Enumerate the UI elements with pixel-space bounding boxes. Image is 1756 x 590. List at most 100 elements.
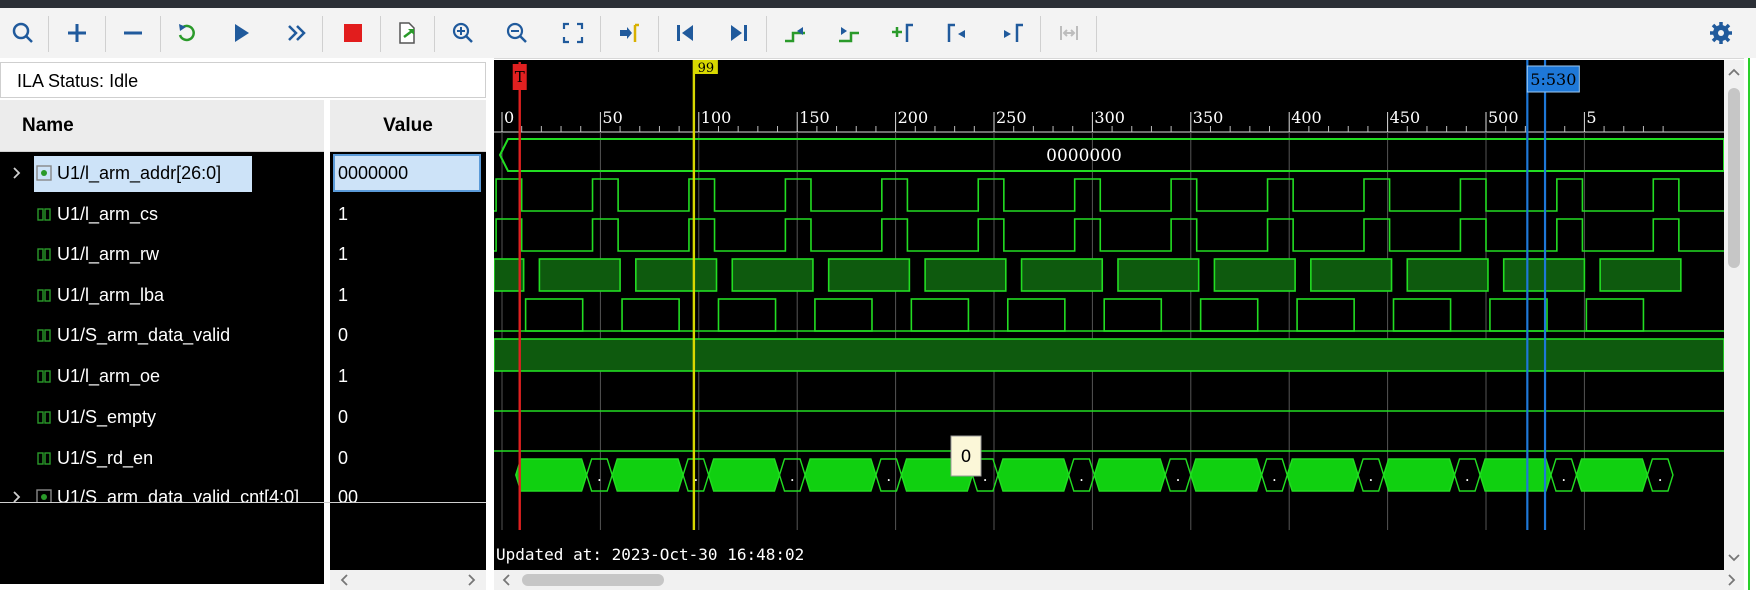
signal-value: 0	[338, 448, 349, 468]
data-valid-pulse	[1103, 298, 1163, 332]
trigger-flag	[512, 64, 527, 90]
zoom-fit-icon[interactable]	[556, 17, 590, 49]
previous-transition-icon[interactable]	[778, 17, 812, 49]
tick-label: 500	[1488, 108, 1519, 127]
signal-value: 1	[338, 366, 349, 386]
scroll-left-icon[interactable]	[496, 570, 516, 590]
settings-icon[interactable]	[1704, 17, 1738, 49]
value-cell-selected[interactable]	[333, 154, 481, 192]
column-divider[interactable]	[324, 100, 330, 590]
lba-pulse	[731, 258, 814, 292]
go-to-cursor-icon[interactable]	[612, 17, 646, 49]
signal-row[interactable]: U1/S_rd_en	[36, 441, 153, 475]
next-marker-icon[interactable]	[996, 17, 1030, 49]
previous-marker-icon[interactable]	[940, 17, 974, 49]
signal-row[interactable]: U1/l_arm_lba	[36, 278, 164, 312]
signal-row[interactable]: U1/l_arm_cs	[36, 197, 158, 231]
data-valid-pulse	[1489, 298, 1548, 332]
tick-label: 100	[701, 108, 732, 127]
toolbar-separator	[380, 16, 381, 52]
scroll-down-icon[interactable]	[1724, 548, 1744, 568]
cnt-segment-active	[804, 458, 877, 492]
signal-value: 1	[338, 244, 349, 264]
go-to-end-icon[interactable]	[722, 17, 756, 49]
zoom-in-icon[interactable]	[446, 17, 480, 49]
signal-row[interactable]: U1/l_arm_oe	[36, 359, 160, 393]
scroll-right-icon[interactable]	[462, 570, 482, 590]
status-value: Idle	[109, 71, 139, 91]
data-valid-pulse	[1392, 298, 1452, 332]
refresh-icon[interactable]	[170, 17, 204, 49]
vertical-scroll-thumb[interactable]	[1728, 88, 1740, 268]
name-column-header[interactable]: Name	[0, 100, 324, 152]
bit-signal-icon	[37, 248, 51, 261]
signal-row-partial[interactable]: U1/S_arm_data_valid_cnt[4:0]	[0, 480, 324, 502]
cnt-value-label: .	[1368, 467, 1373, 485]
scroll-left-icon[interactable]	[334, 570, 354, 590]
waveform-view[interactable]: 0 50 100 150 200 250 300 350 400 450 500 5 0000000..…	[494, 60, 1724, 570]
add-marker-icon[interactable]	[886, 17, 920, 49]
toolbar-separator	[600, 16, 601, 52]
toolbar-separator	[1096, 16, 1097, 52]
expand-chevron-icon[interactable]	[10, 480, 24, 502]
data-valid-pulse	[814, 298, 873, 332]
cnt-segment-active	[707, 458, 781, 492]
zoom-out-icon[interactable]	[500, 17, 534, 49]
row-divider	[0, 502, 486, 503]
signal-value: 1	[338, 204, 349, 224]
signal-name: U1/l_arm_rw	[57, 244, 160, 264]
toolbar-separator	[105, 16, 106, 52]
scroll-up-icon[interactable]	[1724, 62, 1744, 82]
toolbar-separator	[1040, 16, 1041, 52]
scroll-right-icon[interactable]	[1722, 570, 1742, 590]
tick-label: 0	[504, 108, 514, 127]
waveform-canvas[interactable]: 0 50 100 150 200 250 300 350 400 450 500 5 0000000..…	[494, 60, 1724, 570]
signal-value: 0	[338, 407, 349, 427]
signal-row[interactable]: U1/S_arm_data_valid	[36, 318, 230, 352]
cnt-segment-active	[611, 458, 684, 492]
data-valid-pulse	[1585, 298, 1645, 332]
bit-signal-icon	[37, 411, 51, 424]
search-icon[interactable]	[6, 17, 40, 49]
toolbar-separator	[658, 16, 659, 52]
value-column-header[interactable]: Value	[330, 100, 486, 152]
toolbar-separator	[766, 16, 767, 52]
export-icon[interactable]	[390, 17, 424, 49]
tick-label: 5	[1586, 108, 1596, 127]
tick-label: 50	[602, 108, 622, 127]
signal-row[interactable]: U1/S_empty	[36, 400, 156, 434]
cnt-segment-active	[1575, 458, 1649, 492]
expand-chevron-icon[interactable]	[10, 156, 24, 190]
lba-pulse	[1406, 258, 1489, 292]
waveform-horizontal-scrollbar[interactable]	[494, 570, 1744, 590]
name-header-label: Name	[22, 115, 74, 136]
signal-row[interactable]: U1/l_arm_addr[26:0]	[36, 156, 221, 190]
signal-row[interactable]: U1/l_arm_rw	[36, 237, 159, 271]
cnt-value-label: .	[1561, 467, 1566, 485]
stop-icon[interactable]	[336, 17, 370, 49]
minus-icon[interactable]	[116, 17, 150, 49]
go-to-start-icon[interactable]	[668, 17, 702, 49]
cnt-value-label: .	[886, 467, 891, 485]
data-valid-pulse	[1006, 298, 1066, 332]
oe-waveform	[494, 338, 1724, 372]
cnt-value-label: .	[1176, 467, 1181, 485]
next-transition-icon[interactable]	[832, 17, 866, 49]
fast-forward-icon[interactable]	[280, 17, 314, 49]
tick-label: 450	[1390, 108, 1421, 127]
signal-row[interactable]: U1/S_arm_data_valid_cnt[4:0]	[36, 480, 299, 502]
waveform-vertical-scrollbar[interactable]	[1724, 60, 1744, 570]
marker-label: 5:530	[1530, 70, 1576, 89]
window-top-bar	[0, 0, 1756, 8]
scroll-thumb[interactable]	[522, 574, 664, 586]
value-horizontal-scrollbar[interactable]	[330, 570, 486, 590]
play-icon[interactable]	[224, 17, 258, 49]
tick-label: 250	[996, 108, 1027, 127]
selected-row-highlight	[34, 156, 252, 192]
updated-timestamp: Updated at: 2023-Oct-30 16:48:02	[496, 545, 805, 564]
cnt-value-label: .	[1658, 467, 1663, 485]
tick-label: 400	[1291, 108, 1322, 127]
plus-icon[interactable]	[60, 17, 94, 49]
window-right-edge	[1744, 58, 1756, 590]
tick-label: 350	[1193, 108, 1224, 127]
